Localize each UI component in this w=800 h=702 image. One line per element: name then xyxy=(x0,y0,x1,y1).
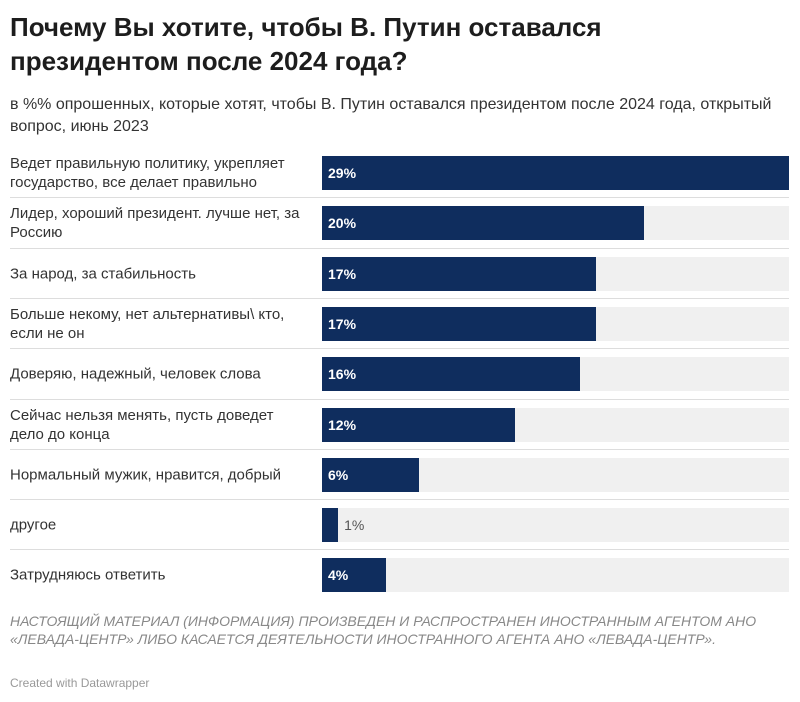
credit: Created with Datawrapper xyxy=(10,676,150,690)
bar-track: 17% xyxy=(322,256,789,291)
category-label: За народ, за стабильность xyxy=(10,265,196,283)
bar xyxy=(322,156,789,190)
bar-track: 29% xyxy=(322,156,789,190)
value-label: 17% xyxy=(328,265,357,282)
bar-row: Затрудняюсь ответить 4% xyxy=(10,549,789,600)
note: НАСТОЯЩИЙ МАТЕРИАЛ (ИНФОРМАЦИЯ) ПРОИЗВЕД… xyxy=(10,613,757,647)
bar-track: 6% xyxy=(322,457,789,492)
value-label: 12% xyxy=(328,416,357,433)
category-label: Больше некому, нет альтернативы\ кто, ес… xyxy=(10,305,285,342)
category-label: Лидер, хороший президент. лучше нет, за … xyxy=(10,205,300,242)
value-label: 29% xyxy=(328,165,357,181)
bar-row: За народ, за стабильность 17% xyxy=(10,247,789,299)
bar xyxy=(322,357,580,392)
bar-row: Ведет правильную политику, укрепляет гос… xyxy=(10,148,789,198)
bar xyxy=(322,558,387,593)
bar xyxy=(322,407,516,442)
value-label: 6% xyxy=(328,466,349,483)
bar xyxy=(322,256,596,291)
bar-track: 17% xyxy=(322,306,789,341)
bar-row: Сейчас нельзя менять, пусть доведет дело… xyxy=(10,398,789,450)
category-label: Доверяю, надежный, человек слова xyxy=(10,365,261,383)
value-label: 20% xyxy=(328,215,357,232)
bar xyxy=(322,206,645,241)
bar-track: 1% xyxy=(322,508,789,543)
bar xyxy=(322,457,419,492)
chart-title: Почему Вы хотите, чтобы В. Путин оставал… xyxy=(10,12,602,76)
category-label: Нормальный мужик, нравится, добрый xyxy=(10,466,281,484)
bar-track: 16% xyxy=(322,357,789,392)
bar xyxy=(322,508,339,543)
bar-track: 20% xyxy=(322,206,789,241)
value-label: 17% xyxy=(328,315,357,332)
bar-row: Доверяю, надежный, человек слова 16% xyxy=(10,348,789,399)
bar-row: Лидер, хороший президент. лучше нет, за … xyxy=(10,197,789,248)
category-label: другое xyxy=(10,516,57,534)
bar-track: 12% xyxy=(322,407,789,442)
value-label: 4% xyxy=(328,567,349,584)
bar-track: 4% xyxy=(322,558,789,593)
bar-row: Нормальный мужик, нравится, добрый 6% xyxy=(10,448,789,500)
value-label: 16% xyxy=(328,366,357,383)
category-label: Затрудняюсь ответить xyxy=(10,566,166,584)
bar xyxy=(322,306,596,341)
category-label: Ведет правильную политику, укрепляет гос… xyxy=(10,155,285,191)
bar-row: другое 1% xyxy=(10,499,789,550)
value-label: 1% xyxy=(344,517,365,534)
chart-subtitle: в %% опрошенных, которые хотят, чтобы В.… xyxy=(10,96,772,135)
bar-row: Больше некому, нет альтернативы\ кто, ес… xyxy=(10,297,789,349)
category-label: Сейчас нельзя менять, пусть доведет дело… xyxy=(10,406,274,443)
